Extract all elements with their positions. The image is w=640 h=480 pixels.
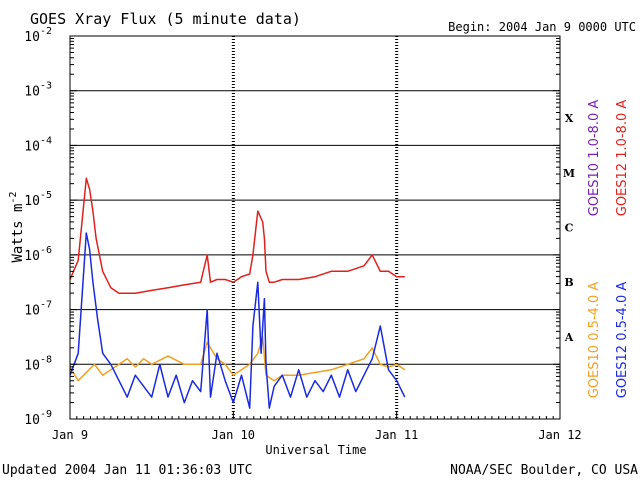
legend-entry: GOES10 1.0-8.0 A	[587, 100, 602, 217]
footer-updated: Updated 2004 Jan 11 01:36:03 UTC	[2, 463, 252, 478]
x-tick-label: Jan 9	[52, 428, 88, 442]
y-tick-base: 10	[24, 85, 40, 100]
legend-entry: GOES12 0.5-4.0 A	[615, 282, 630, 399]
plot-frame	[69, 35, 561, 420]
y-tick-label: 10-3	[24, 81, 52, 100]
x-tick-label: Jan 10	[212, 428, 255, 442]
x-axis-label: Universal Time	[265, 443, 366, 457]
y-tick-label: 10-8	[24, 354, 52, 373]
y-tick-label: 10-5	[24, 190, 52, 209]
y-axis-label-exponent: -2	[8, 191, 19, 203]
legend-entry: GOES12 1.0-8.0 A	[615, 100, 630, 217]
x-tick-label: Jan 11	[375, 428, 418, 442]
data-series	[69, 177, 406, 409]
series-line	[69, 177, 405, 294]
flare-class-A: A	[564, 331, 574, 344]
series-line	[69, 232, 406, 409]
legend-long-channel: GOES12 1.0-8.0 A GOES10 1.0-8.0 A	[587, 100, 630, 217]
begin-label: Begin: 2004 Jan 9 0000 UTC	[448, 20, 636, 34]
flare-class-X: X	[565, 112, 574, 125]
flare-class-C: C	[565, 222, 574, 235]
flare-class-M: M	[563, 167, 575, 180]
y-tick-label: 10-4	[24, 135, 52, 154]
y-tick-label: 10-7	[24, 300, 52, 319]
y-axis-label: Watts m-2	[8, 191, 26, 262]
y-tick-base: 10	[24, 413, 40, 428]
y-tick-exponent: -8	[40, 354, 52, 365]
y-tick-label: 10-6	[24, 245, 52, 264]
y-axis-ticks: 10-910-810-710-610-510-410-310-2	[24, 26, 560, 428]
y-tick-label: 10-9	[24, 409, 52, 428]
y-tick-base: 10	[24, 304, 40, 319]
legend-entry: GOES10 0.5-4.0 A	[587, 282, 602, 399]
x-tick-label: Jan 12	[538, 428, 581, 442]
y-tick-base: 10	[24, 194, 40, 209]
y-tick-base: 10	[24, 249, 40, 264]
chart-title: GOES Xray Flux (5 minute data)	[30, 10, 301, 28]
y-tick-exponent: -7	[40, 300, 52, 311]
flare-class-B: B	[564, 276, 573, 289]
y-tick-base: 10	[24, 139, 40, 154]
y-axis-label-text: Watts m	[10, 204, 26, 263]
footer-credit: NOAA/SEC Boulder, CO USA	[450, 463, 638, 478]
y-tick-base: 10	[24, 30, 40, 45]
series-line	[69, 336, 406, 382]
y-tick-exponent: -2	[40, 26, 52, 37]
y-tick-exponent: -4	[40, 135, 52, 146]
y-tick-label: 10-2	[24, 26, 52, 45]
x-axis-ticks: Jan 9 Jan 10 Jan 11 Jan 12	[52, 411, 582, 442]
y-tick-exponent: -5	[40, 190, 52, 201]
flare-class-labels: X M C B A	[563, 112, 575, 344]
y-tick-base: 10	[24, 358, 40, 373]
y-tick-exponent: -3	[40, 81, 52, 92]
y-tick-exponent: -6	[40, 245, 52, 256]
plot-grid	[70, 36, 560, 419]
legend-short-channel: GOES12 0.5-4.0 A GOES10 0.5-4.0 A	[587, 282, 630, 399]
y-tick-exponent: -9	[40, 409, 52, 420]
